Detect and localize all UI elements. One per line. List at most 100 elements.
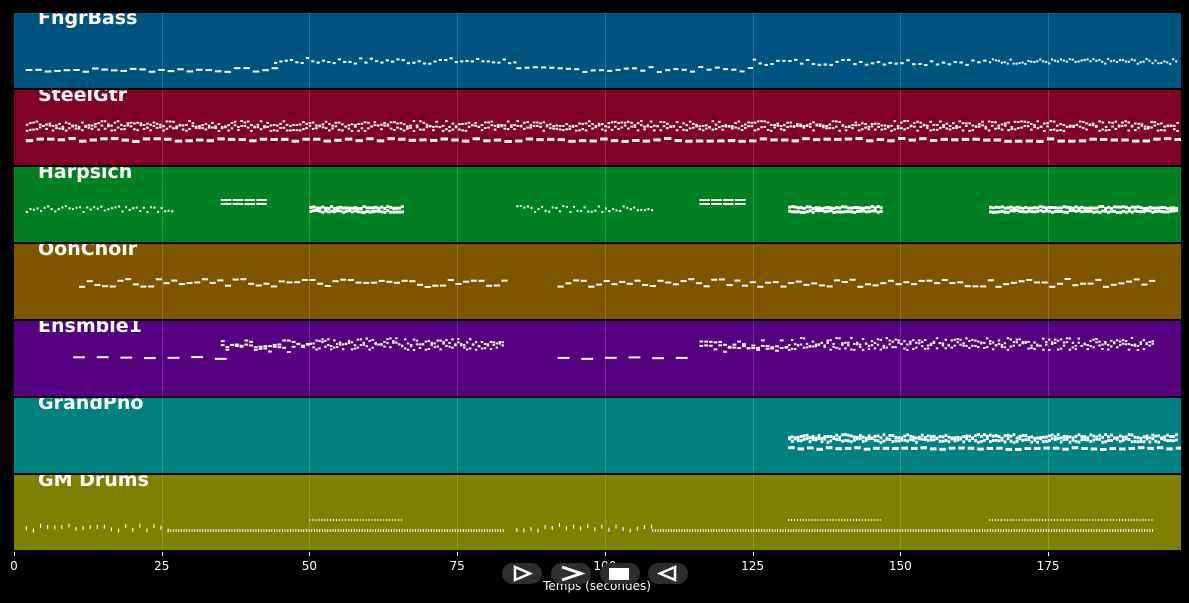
note <box>435 120 438 123</box>
note <box>847 58 851 61</box>
note <box>1052 446 1060 450</box>
note <box>321 529 323 532</box>
note <box>991 434 995 438</box>
note <box>446 529 448 532</box>
note <box>885 337 888 340</box>
note <box>255 529 257 532</box>
note <box>428 125 432 128</box>
note <box>713 348 718 351</box>
note <box>864 210 868 214</box>
note <box>1009 434 1013 438</box>
note <box>129 121 133 124</box>
note <box>493 124 497 127</box>
note <box>1037 529 1039 532</box>
note <box>942 124 945 127</box>
note <box>480 341 484 343</box>
note <box>87 124 91 127</box>
note <box>1042 348 1045 351</box>
note <box>175 125 178 128</box>
note <box>1140 123 1144 126</box>
note <box>814 343 818 346</box>
note <box>594 527 596 532</box>
note <box>919 125 923 128</box>
note <box>760 120 763 123</box>
note <box>1098 437 1101 441</box>
note <box>1036 206 1040 210</box>
stop-button[interactable] <box>600 563 640 584</box>
note <box>481 529 483 532</box>
note <box>870 529 872 532</box>
note <box>116 126 120 129</box>
note <box>253 348 258 351</box>
note <box>425 123 429 126</box>
note <box>796 519 798 521</box>
note <box>642 139 651 143</box>
note <box>1056 124 1059 127</box>
note <box>1109 529 1111 532</box>
note <box>853 435 856 439</box>
note <box>315 339 318 342</box>
note <box>780 285 787 288</box>
note <box>1145 437 1149 441</box>
note <box>1116 519 1117 521</box>
note <box>608 210 611 213</box>
note <box>492 341 495 344</box>
note <box>551 525 553 530</box>
forward-button[interactable] <box>551 563 591 584</box>
note <box>773 124 776 126</box>
note <box>558 523 560 527</box>
note <box>867 529 869 532</box>
gridline <box>457 475 459 550</box>
play-button[interactable] <box>502 563 542 584</box>
note <box>281 137 289 141</box>
note <box>490 124 494 127</box>
note <box>1074 348 1077 351</box>
note <box>552 127 555 130</box>
note <box>934 282 941 285</box>
note <box>495 342 498 345</box>
note <box>965 337 968 340</box>
note <box>1119 340 1122 343</box>
note <box>1082 120 1085 123</box>
note <box>43 206 46 209</box>
note <box>371 519 373 521</box>
note <box>1065 341 1069 344</box>
note <box>939 120 942 123</box>
note <box>1045 206 1049 210</box>
note <box>389 346 392 349</box>
note <box>1000 519 1002 521</box>
gridline <box>1048 244 1050 319</box>
note <box>541 66 547 69</box>
note <box>68 137 76 141</box>
note <box>359 519 361 521</box>
note <box>1163 435 1166 439</box>
note <box>1154 434 1158 438</box>
note <box>669 125 672 128</box>
note <box>838 519 840 521</box>
note <box>876 519 878 521</box>
note <box>888 343 891 346</box>
rewind-button[interactable] <box>648 563 688 584</box>
note <box>578 139 587 143</box>
note <box>380 205 384 209</box>
note <box>604 207 607 210</box>
note <box>1172 58 1175 61</box>
note <box>596 283 603 286</box>
note <box>476 529 478 532</box>
note <box>287 529 289 532</box>
note <box>756 346 760 349</box>
note <box>1156 129 1160 132</box>
note <box>682 128 685 131</box>
note <box>785 529 787 532</box>
note <box>328 123 331 125</box>
note <box>341 210 345 214</box>
note <box>680 280 687 283</box>
note <box>217 137 225 141</box>
note <box>255 284 262 287</box>
note <box>468 529 470 532</box>
note <box>399 529 400 532</box>
note <box>835 206 839 209</box>
track-notes-harpsich <box>25 199 1179 214</box>
note <box>659 120 663 123</box>
note <box>167 209 170 212</box>
